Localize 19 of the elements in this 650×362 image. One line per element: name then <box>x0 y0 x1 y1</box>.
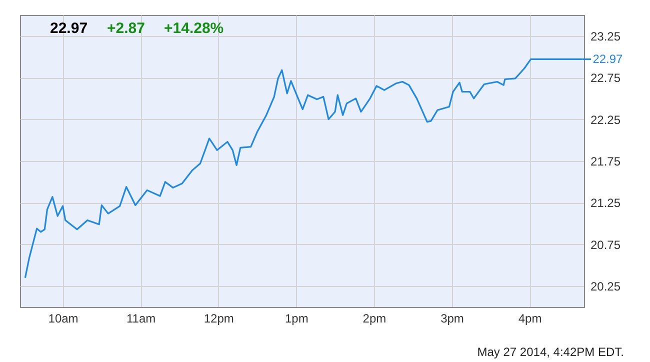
x-tick-label: 1pm <box>284 312 308 326</box>
y-tick-label: 23.25 <box>590 29 621 44</box>
x-tick-label: 3pm <box>440 312 464 326</box>
x-tick-label: 4pm <box>518 312 542 326</box>
y-tick-label: 21.75 <box>590 154 621 168</box>
y-tick-label: 20.25 <box>590 280 621 294</box>
annotation: 22.97 <box>50 20 88 37</box>
annotation: 22.97 <box>592 52 624 66</box>
annotation: +14.28% <box>164 20 224 37</box>
annotation: +2.87 <box>107 20 145 37</box>
text: May 27 2014, 4:42PM EDT. <box>477 345 624 359</box>
x-tick-label: 11am <box>126 312 156 326</box>
x-tick-label: 2pm <box>362 312 386 326</box>
y-tick-label: 21.25 <box>590 196 621 210</box>
y-tick-label: 22.75 <box>590 71 621 86</box>
x-tick-label: 12pm <box>204 312 234 326</box>
y-tick-label: 20.75 <box>590 238 621 252</box>
x-tick-label: 10am <box>48 312 78 326</box>
y-tick-label: 22.25 <box>590 112 621 127</box>
